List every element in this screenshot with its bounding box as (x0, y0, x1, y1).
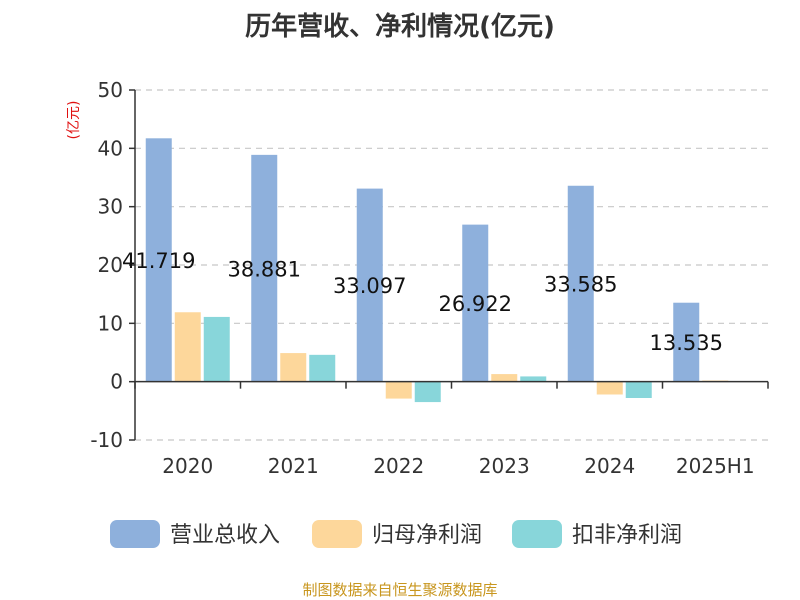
y-tick-label: 10 (98, 311, 123, 335)
legend[interactable]: 营业总收入 归母净利润 扣非净利润 (110, 520, 682, 548)
bar-revenue-2022[interactable] (356, 188, 383, 382)
data-label-2025H1: 13.535 (650, 331, 723, 355)
bar-parent_profit-2021[interactable] (280, 353, 307, 382)
y-tick-label: -10 (90, 428, 123, 452)
legend-item-parent_profit[interactable]: 归母净利润 (312, 520, 482, 548)
data-labels-layer: 41.719 38.881 33.097 26.922 33.585 13.535 (122, 249, 723, 355)
legend-item-non_recurring_profit[interactable]: 扣非净利润 (512, 520, 682, 548)
x-tick-label: 2021 (268, 454, 319, 478)
data-label-2020: 41.719 (122, 249, 195, 273)
axis-layer: -10 0 10 20 30 40 50 2020 2021 2022 2023 2024 2025H1 (90, 78, 769, 478)
source-note: 制图数据来自恒生聚源数据库 (302, 581, 497, 599)
y-tick-label: 50 (98, 78, 123, 102)
y-tick-label: 30 (98, 195, 123, 219)
y-tick-label: 0 (110, 370, 123, 394)
legend-label: 归母净利润 (372, 523, 482, 548)
bar-parent_profit-2022[interactable] (385, 381, 412, 399)
bar-revenue-2020[interactable] (145, 138, 172, 382)
x-tick-label: 2020 (162, 454, 213, 478)
bar-parent_profit-2023[interactable] (491, 374, 518, 382)
bar-revenue-2024[interactable] (567, 185, 594, 382)
legend-swatch (312, 520, 362, 548)
legend-swatch (110, 520, 160, 548)
legend-swatch (512, 520, 562, 548)
bar-non_recurring_profit-2024[interactable] (625, 381, 652, 398)
bar-parent_profit-2024[interactable] (596, 381, 623, 395)
y-tick-label: 40 (98, 136, 123, 160)
bar-revenue-2025H1[interactable] (673, 302, 700, 382)
bar-non_recurring_profit-2023[interactable] (520, 376, 547, 382)
legend-item-revenue[interactable]: 营业总收入 (110, 520, 280, 548)
legend-label: 营业总收入 (170, 523, 280, 548)
bar-non_recurring_profit-2020[interactable] (203, 316, 230, 382)
data-label-2024: 33.585 (544, 273, 617, 297)
x-tick-label: 2024 (584, 454, 635, 478)
data-label-2022: 33.097 (333, 274, 406, 298)
bar-revenue-2021[interactable] (251, 154, 278, 382)
x-tick-label: 2023 (479, 454, 530, 478)
chart-title: 历年营收、净利情况(亿元) (245, 11, 555, 42)
bar-non_recurring_profit-2021[interactable] (309, 354, 336, 382)
bars-layer (145, 138, 758, 403)
y-tick-label: 20 (98, 253, 123, 277)
bar-non_recurring_profit-2022[interactable] (414, 381, 441, 403)
x-tick-label: 2022 (373, 454, 424, 478)
data-label-2021: 38.881 (228, 257, 301, 281)
bar-revenue-2023[interactable] (462, 224, 489, 382)
bar-parent_profit-2020[interactable] (174, 312, 201, 382)
legend-label: 扣非净利润 (572, 523, 682, 548)
data-label-2023: 26.922 (439, 292, 512, 316)
y-axis-unit: (亿元) (66, 101, 82, 140)
x-tick-label: 2025H1 (676, 454, 755, 478)
